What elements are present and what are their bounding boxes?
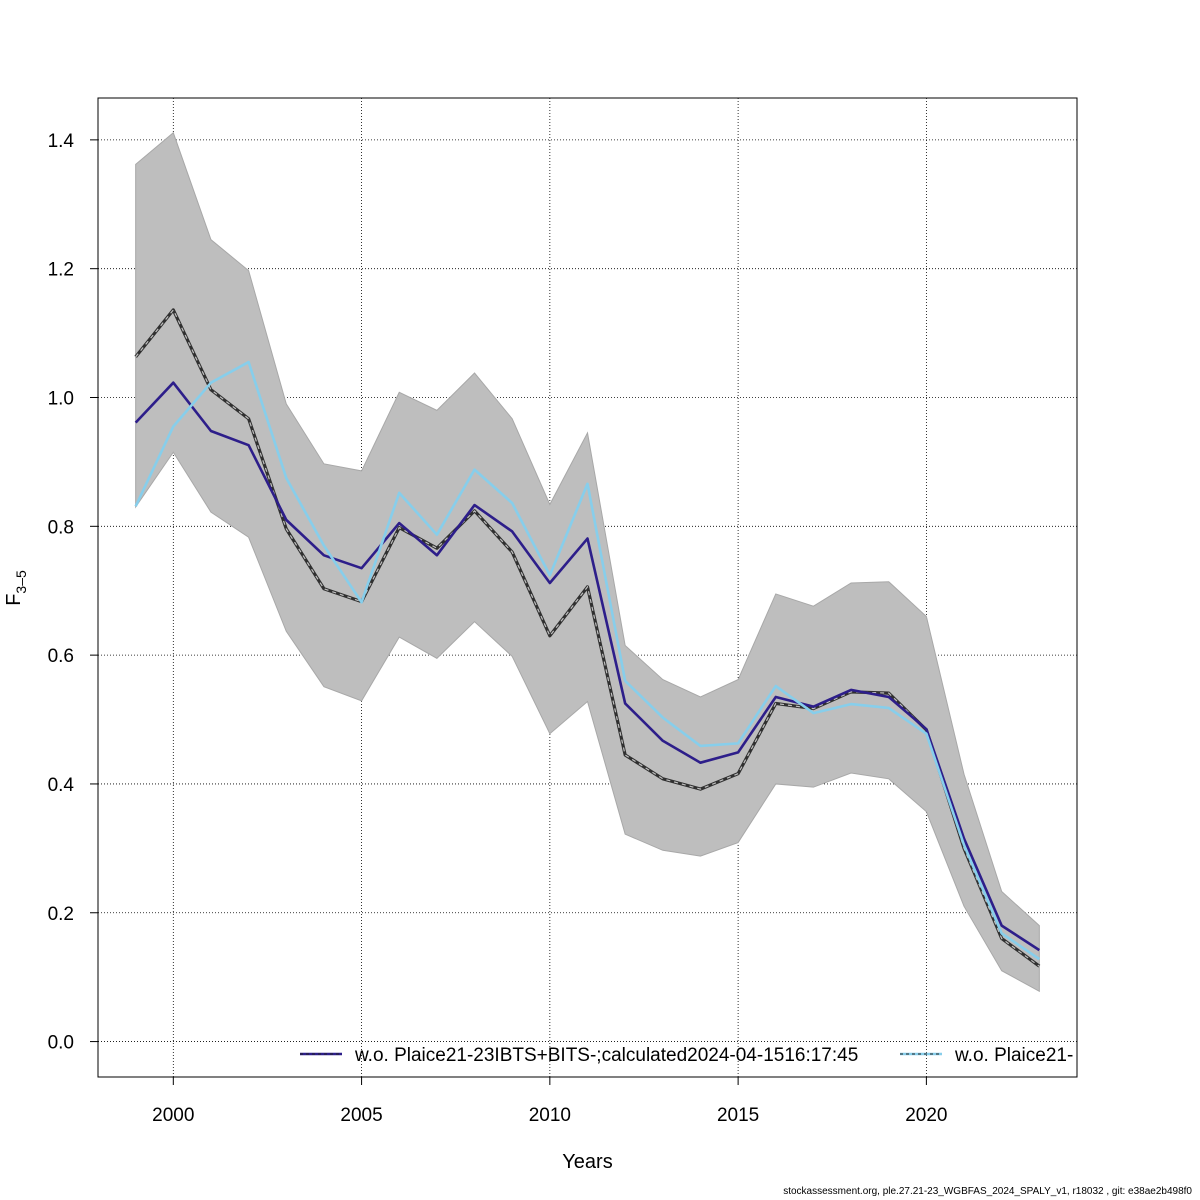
x-tick-label: 2020: [905, 1105, 947, 1126]
legend-item-1: w.o. Plaice21-23IBTS+BITS-;calculated202…: [300, 1045, 858, 1066]
y-tick-label: 1.4: [48, 131, 75, 152]
x-axis-title: Years: [562, 1151, 612, 1173]
plot-frame: [97, 97, 1078, 1078]
y-tick-label: 0.0: [48, 1033, 74, 1054]
legend-label: w.o. Plaice21-23IBTS+BITS-;calculated202…: [354, 1045, 858, 1066]
x-tick-label: 2005: [340, 1105, 382, 1126]
legend-label: w.o. Plaice21-: [954, 1045, 1073, 1066]
y-tick-label: 0.2: [48, 904, 74, 925]
legend-item-2: w.o. Plaice21-: [900, 1045, 1073, 1066]
x-tick-label: 2000: [152, 1105, 194, 1126]
x-tick-label: 2010: [529, 1105, 571, 1126]
series-line-2: [134, 360, 1041, 961]
y-axis-title-main: F: [3, 594, 25, 606]
svg-text:F3–5: F3–5: [3, 570, 29, 606]
confidence-band: [135, 131, 1040, 993]
y-tick-label: 0.8: [48, 517, 74, 538]
y-axis-title: F3–5: [3, 570, 29, 606]
y-axis-title-subscript: 3–5: [13, 570, 29, 594]
legend: w.o. Plaice21-23IBTS+BITS-;calculated202…: [300, 1045, 1073, 1066]
y-tick-label: 1.0: [48, 388, 74, 409]
y-tick-label: 0.4: [48, 775, 75, 796]
plot-area: [134, 131, 1041, 993]
x-tick-label: 2015: [717, 1105, 759, 1126]
series-line-0-dash: [135, 308, 1040, 967]
footer-note: stockassessment.org, ple.27.21-23_WGBFAS…: [783, 1186, 1192, 1197]
series-line-1: [134, 381, 1041, 952]
y-tick-label: 1.2: [48, 260, 74, 281]
y-tick-label: 0.6: [48, 646, 74, 667]
